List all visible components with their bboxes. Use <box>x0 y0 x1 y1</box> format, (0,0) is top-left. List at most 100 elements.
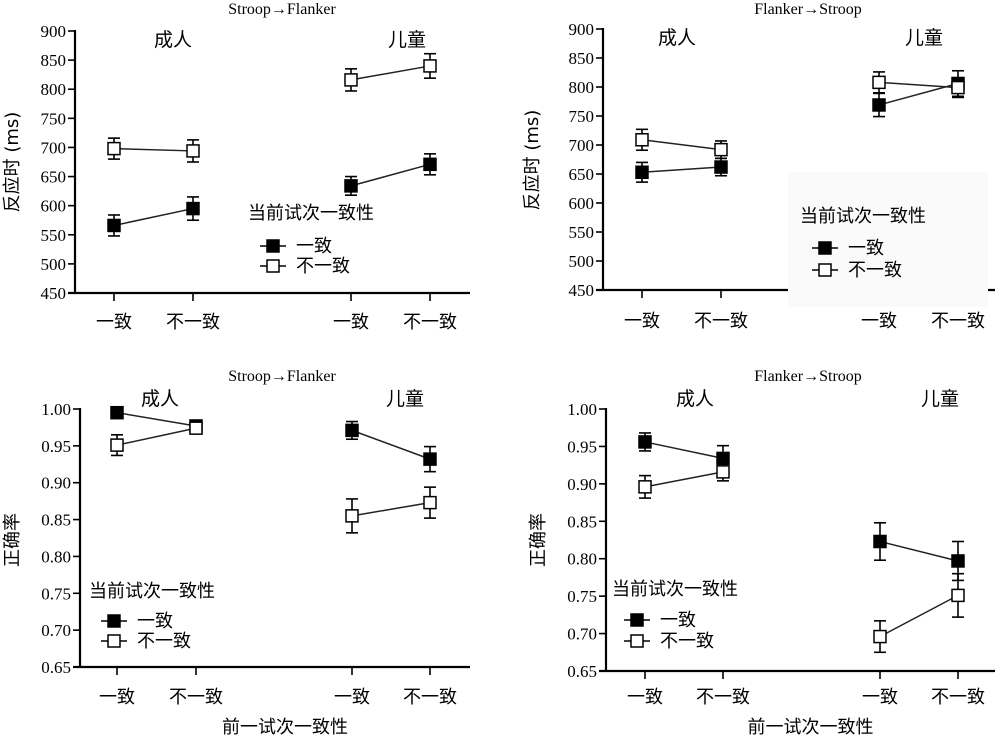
legend-filled-square-marker <box>818 241 832 255</box>
series-line-congruent <box>644 441 724 460</box>
legend-filled-square-marker <box>266 239 280 253</box>
x-tick-label: 一致 <box>334 687 370 708</box>
series-line-congruent <box>879 540 959 562</box>
chart-title: Flanker→Stroop <box>754 368 862 385</box>
y-tick-label: 550 <box>569 223 595 242</box>
y-tick-label: 0.70 <box>41 621 71 640</box>
y-axis-label: 反应时 (ms) <box>2 112 23 213</box>
y-tick-label: 650 <box>569 165 595 184</box>
group-label: 儿童 <box>388 29 426 51</box>
x-tick-label: 不一致 <box>931 311 985 332</box>
y-tick-label: 500 <box>41 255 67 274</box>
series-line-incongruent <box>116 427 197 446</box>
data-point-incongruent <box>345 509 359 523</box>
data-point-incongruent <box>716 465 730 479</box>
data-point-incongruent <box>186 144 200 158</box>
x-tick-label: 一致 <box>96 312 132 333</box>
data-point-congruent <box>110 405 124 420</box>
series-line-incongruent <box>351 501 431 517</box>
legend-label: 一致 <box>848 238 884 259</box>
data-point-incongruent <box>635 133 649 147</box>
y-tick-label: 1.00 <box>41 400 71 419</box>
legend-label: 不一致 <box>848 260 902 281</box>
data-point-congruent <box>107 218 121 233</box>
y-tick-label: 850 <box>41 51 67 70</box>
legend-title: 当前试次一致性 <box>800 206 926 227</box>
legend-filled-square-marker <box>630 613 644 627</box>
series-line-congruent <box>113 207 194 227</box>
data-point-incongruent <box>110 438 124 452</box>
y-tick-label: 450 <box>41 284 67 303</box>
chart-title: Flanker→Stroop <box>754 1 862 18</box>
series-line-congruent <box>641 166 722 174</box>
y-tick-label: 750 <box>569 107 595 126</box>
y-axis-label: 反应时 (ms) <box>522 110 543 211</box>
legend-label: 一致 <box>660 610 696 631</box>
y-tick-label: 0.90 <box>41 474 71 493</box>
data-point-incongruent <box>189 421 203 435</box>
series-line-incongruent <box>878 81 959 89</box>
x-tick-label: 不一致 <box>169 687 223 708</box>
series-line-incongruent <box>350 65 431 81</box>
data-point-incongruent <box>873 629 887 644</box>
y-tick-label: 0.95 <box>41 437 71 456</box>
y-tick-label: 700 <box>569 136 595 155</box>
chart-title: Stroop→Flanker <box>228 1 336 18</box>
y-tick-label: 550 <box>41 226 67 245</box>
y-tick-label: 0.65 <box>567 662 597 681</box>
y-tick-label: 0.90 <box>567 475 597 494</box>
y-tick-label: 450 <box>569 281 595 300</box>
data-point-congruent <box>635 165 649 180</box>
y-tick-label: 0.70 <box>567 625 597 644</box>
y-tick-label: 0.80 <box>567 550 597 569</box>
y-tick-label: 800 <box>41 80 67 99</box>
y-axis-label: 正确率 <box>2 513 23 567</box>
legend-open-square-marker <box>818 263 832 277</box>
series-line-congruent <box>351 429 431 460</box>
data-point-congruent <box>951 554 965 568</box>
series-line-incongruent <box>113 147 194 152</box>
y-tick-label: 0.65 <box>41 658 71 677</box>
x-axis-label: 前一试次一致性 <box>222 717 348 737</box>
legend-title: 当前试次一致性 <box>89 581 215 602</box>
y-tick-label: 0.85 <box>567 512 597 531</box>
chart-panel-3: Stroop→Flanker 0.65 0.70 0.75 0.80 0.85 0.90 0.… <box>2 368 470 737</box>
x-tick-label: 不一致 <box>696 687 750 708</box>
y-tick-label: 0.75 <box>41 584 71 603</box>
data-point-incongruent <box>423 59 437 73</box>
data-point-congruent <box>344 179 358 193</box>
legend-background <box>788 172 988 307</box>
y-axis-label: 正确率 <box>528 513 549 567</box>
series-line-incongruent <box>879 594 959 638</box>
data-point-incongruent <box>714 142 728 157</box>
group-label: 儿童 <box>386 388 424 410</box>
x-tick-label: 一致 <box>861 311 897 332</box>
x-tick-label: 不一致 <box>694 311 748 332</box>
data-point-congruent <box>714 160 728 174</box>
y-tick-label: 500 <box>569 252 595 271</box>
x-tick-label: 不一致 <box>403 687 457 708</box>
x-tick-label: 一致 <box>333 312 369 333</box>
legend-open-square-marker <box>630 634 644 648</box>
group-label: 成人 <box>154 29 192 51</box>
data-point-congruent <box>423 157 437 172</box>
data-point-incongruent <box>951 588 965 603</box>
legend-label: 一致 <box>296 236 332 257</box>
y-tick-label: 600 <box>569 194 595 213</box>
data-point-congruent <box>872 98 886 112</box>
y-tick-label: 0.95 <box>567 437 597 456</box>
x-tick-label: 一致 <box>624 311 660 332</box>
chart-panel-4: Flanker→Stroop 0.65 0.70 0.75 0.80 0.85 0.90 0.… <box>528 368 995 737</box>
group-label: 成人 <box>141 388 179 410</box>
series-line-incongruent <box>644 471 724 488</box>
chart-title: Stroop→Flanker <box>228 368 336 385</box>
legend-label: 不一致 <box>296 256 350 277</box>
group-label: 儿童 <box>921 388 959 410</box>
legend-title: 当前试次一致性 <box>612 579 738 600</box>
series-line-congruent <box>350 163 431 187</box>
y-tick-label: 1.00 <box>567 400 597 419</box>
